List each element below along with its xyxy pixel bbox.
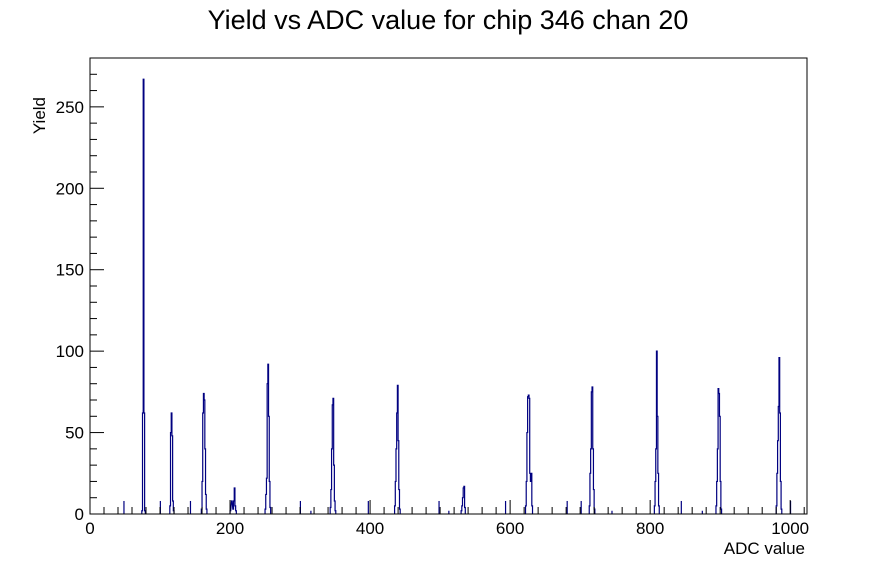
histogram-peak-7 <box>460 485 466 514</box>
histogram-peak-0 <box>141 78 146 514</box>
histogram-peak-8 <box>524 394 534 514</box>
histogram-peak-4 <box>264 363 272 514</box>
histogram-peak-2 <box>200 392 208 514</box>
y-axis-label: Yield <box>30 97 49 134</box>
histogram-peak-6 <box>393 384 401 514</box>
histogram-peak-9 <box>588 386 596 514</box>
histogram-series <box>123 78 792 514</box>
histogram-peak-1 <box>169 412 175 514</box>
x-tick-label: 800 <box>636 519 664 538</box>
y-tick-label: 150 <box>56 261 84 280</box>
x-tick-label: 1000 <box>771 519 809 538</box>
y-tick-label: 0 <box>75 505 84 524</box>
histogram-peak-5 <box>329 397 337 514</box>
histogram-peak-11 <box>715 388 723 514</box>
x-tick-label: 600 <box>496 519 524 538</box>
axes: 0 200 400 600 800 1000 0 50 100 150 200 250 <box>56 73 809 538</box>
y-tick-label: 250 <box>56 98 84 117</box>
x-axis-label: ADC value <box>724 539 805 558</box>
histogram-peak-12 <box>775 357 783 514</box>
x-tick-label: 400 <box>356 519 384 538</box>
chart-title: Yield vs ADC value for chip 346 chan 20 <box>208 5 689 35</box>
x-tick-label: 200 <box>216 519 244 538</box>
x-tick-label: 0 <box>85 519 94 538</box>
y-tick-label: 100 <box>56 342 84 361</box>
histogram-peak-3 <box>229 487 237 514</box>
histogram-peak-10 <box>653 350 660 514</box>
y-tick-label: 200 <box>56 179 84 198</box>
y-tick-label: 50 <box>65 424 84 443</box>
